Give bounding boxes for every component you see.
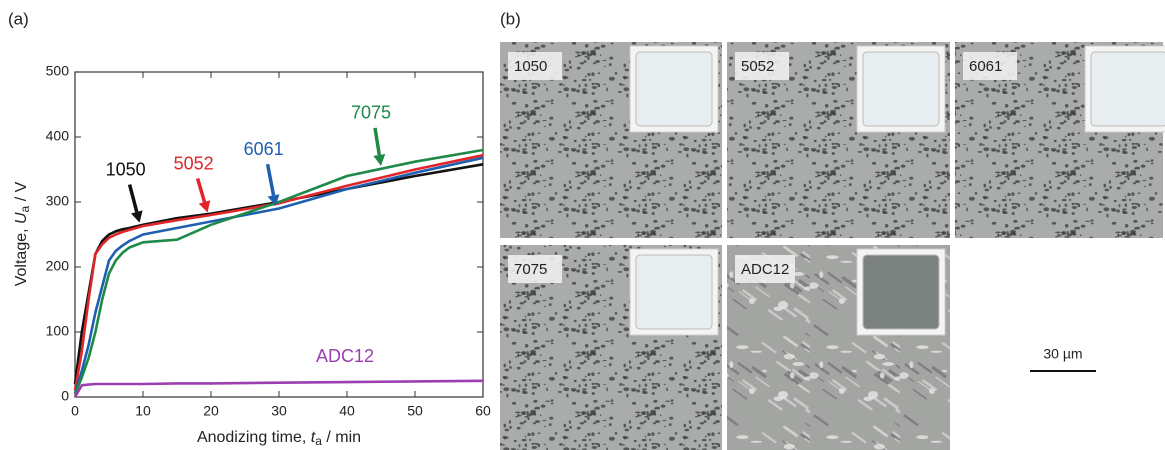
- annotation-arrow: [373, 127, 382, 156]
- label-box: [508, 255, 562, 283]
- series-line: [73, 379, 484, 398]
- series-annotation: 7075: [351, 103, 391, 123]
- x-label-symbol: t: [311, 429, 316, 446]
- x-tick-label: 10: [135, 403, 151, 419]
- y-tick-label: 200: [46, 258, 70, 274]
- micrograph-label: 6061: [969, 58, 1002, 75]
- y-axis-label: Voltage, Ua / V: [13, 181, 32, 286]
- micrograph-label: 5052: [741, 58, 774, 75]
- series-line: [73, 163, 484, 385]
- y-tick-label: 500: [46, 63, 70, 79]
- series-annotation: 5052: [174, 153, 214, 173]
- inset-sample: [1090, 51, 1165, 127]
- y-tick-label: 400: [46, 128, 70, 144]
- x-tick-label: 60: [475, 403, 491, 419]
- label-box: [963, 52, 1017, 80]
- x-tick-label: 20: [203, 403, 219, 419]
- y-tick-label: 0: [61, 388, 69, 404]
- y-tick-label: 300: [46, 193, 70, 209]
- x-tick-label: 40: [339, 403, 355, 419]
- annotation-arrowhead: [373, 154, 386, 166]
- inset-sample: [635, 51, 713, 127]
- annotation-arrowhead: [267, 194, 280, 207]
- label-box: [508, 52, 562, 80]
- y-label-symbol: U: [13, 212, 30, 224]
- series-line: [73, 156, 484, 395]
- inset-sample: [635, 254, 713, 330]
- micrograph-label: 1050: [514, 58, 547, 75]
- label-box: [735, 255, 795, 283]
- x-label-text: Anodizing time,: [197, 429, 311, 446]
- annotation-arrowhead: [198, 200, 211, 213]
- x-tick-label: 50: [407, 403, 423, 419]
- y-tick-label: 100: [46, 323, 70, 339]
- panel-label: (b): [500, 9, 521, 28]
- annotation-arrowhead: [130, 210, 143, 223]
- annotation-arrow: [127, 184, 139, 213]
- y-label-unit: / V: [13, 181, 30, 205]
- scale-bar-label: 30 µm: [1043, 346, 1082, 362]
- series-annotation: ADC12: [316, 346, 374, 366]
- x-axis-label: Anodizing time, ta / min: [197, 429, 361, 448]
- label-box: [735, 52, 789, 80]
- series-annotation: 1050: [106, 159, 146, 179]
- x-tick-label: 30: [271, 403, 287, 419]
- y-label-text: Voltage,: [13, 224, 30, 286]
- annotation-arrow: [265, 163, 276, 196]
- x-label-unit: / min: [322, 429, 361, 446]
- y-label-subscript: a: [18, 205, 32, 212]
- inset-sample: [862, 254, 940, 330]
- micrograph-label: ADC12: [741, 261, 789, 278]
- x-label-subscript: a: [315, 434, 322, 448]
- series-line: [73, 148, 484, 395]
- panel-label: (a): [8, 9, 29, 28]
- annotation-arrow: [195, 178, 207, 203]
- plot-frame: [74, 71, 484, 398]
- x-tick-label: 0: [71, 403, 79, 419]
- series-line: [73, 153, 484, 391]
- inset-sample: [862, 51, 940, 127]
- series-annotation: 6061: [244, 139, 284, 159]
- micrograph-label: 7075: [514, 261, 547, 278]
